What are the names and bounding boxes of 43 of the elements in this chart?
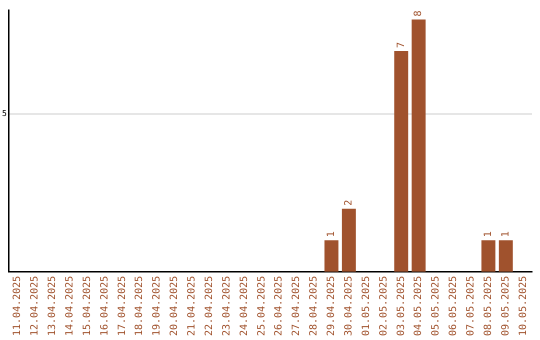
data-label: 7 (396, 42, 407, 48)
x-tick-label: 13.04.2025 (47, 276, 58, 336)
bar (481, 240, 496, 272)
x-tick-label: 24.04.2025 (238, 276, 250, 336)
x-tick-label: 08.05.2025 (482, 276, 494, 336)
x-tick-label: 25.04.2025 (256, 276, 268, 336)
x-tick-label: 11.04.2025 (12, 276, 24, 336)
x-tick-label: 10.05.2025 (518, 276, 529, 336)
bar (324, 240, 338, 272)
x-tick-label: 09.05.2025 (500, 276, 512, 336)
x-tick-label: 28.04.2025 (308, 276, 320, 336)
bar (394, 51, 408, 272)
x-tick-label: 18.04.2025 (134, 276, 146, 336)
bar (342, 208, 356, 272)
x-tick-label: 16.04.2025 (99, 276, 110, 336)
bar (412, 19, 426, 272)
x-tick-label: 21.04.2025 (186, 276, 198, 336)
x-tick-label: 12.04.2025 (30, 276, 41, 336)
y-tick-label: 5 (2, 109, 7, 118)
x-tick-label: 20.04.2025 (169, 276, 180, 336)
x-tick-label: 01.05.2025 (360, 276, 372, 336)
data-label: 1 (500, 231, 512, 238)
x-tick-label: 07.05.2025 (466, 276, 477, 336)
data-label: 1 (482, 231, 494, 238)
x-tick-label: 27.04.2025 (291, 276, 302, 336)
x-tick-label: 17.04.2025 (116, 276, 128, 336)
x-tick-label: 19.04.2025 (152, 276, 163, 336)
x-tick-label: 14.04.2025 (64, 276, 76, 336)
data-label: 2 (343, 200, 354, 206)
bar (498, 240, 513, 272)
x-tick-label: 02.05.2025 (378, 276, 390, 336)
x-tick-label: 30.04.2025 (343, 276, 354, 336)
x-tick-label: 26.04.2025 (274, 276, 285, 336)
x-tick-label: 05.05.2025 (430, 276, 442, 336)
x-tick-label: 04.05.2025 (413, 276, 424, 336)
data-label: 1 (326, 231, 338, 238)
x-tick-label: 22.04.2025 (204, 276, 215, 336)
x-tick-label: 06.05.2025 (448, 276, 460, 336)
x-tick-label: 29.04.2025 (326, 276, 338, 336)
x-tick-label: 15.04.2025 (82, 276, 93, 336)
x-tick-label: 03.05.2025 (396, 276, 407, 336)
x-tick-label: 23.04.2025 (221, 276, 232, 336)
data-label: 8 (413, 10, 424, 16)
